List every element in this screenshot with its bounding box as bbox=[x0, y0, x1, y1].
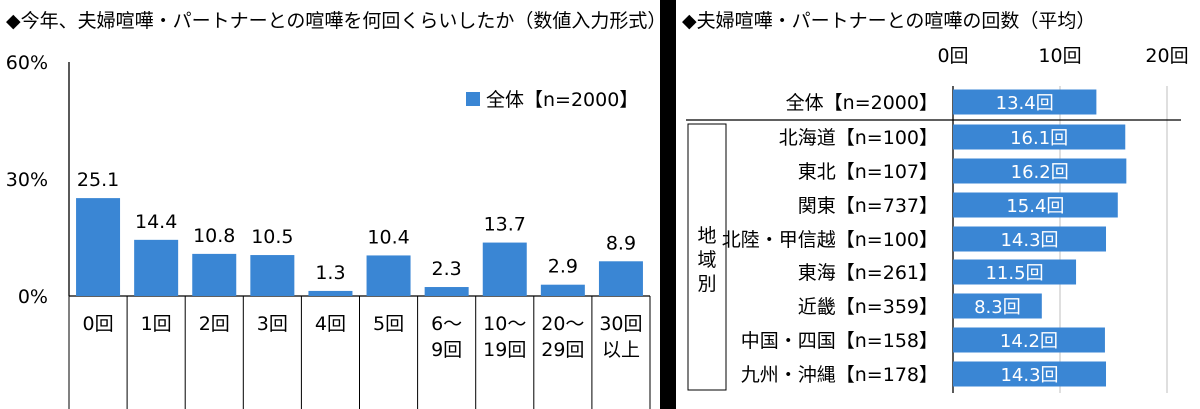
x-tick-label: 5回 bbox=[373, 313, 404, 335]
group-label-char: 別 bbox=[697, 273, 716, 295]
y-tick-label: 60% bbox=[6, 52, 48, 74]
x-tick-label: 29回 bbox=[541, 339, 584, 361]
bar bbox=[192, 253, 237, 296]
bar-value-label: 2.3 bbox=[432, 258, 462, 280]
left-chart-panel: ◆今年、夫婦喧嘩・パートナーとの喧嘩を何回くらいしたか（数値入力形式） 60% 3… bbox=[0, 0, 660, 409]
right-chart-panel: ◆夫婦喧嘩・パートナーとの喧嘩の回数（平均） 0回 10回 20回地域別 全体【n=2… bbox=[676, 0, 1200, 409]
x-tick-label: 30回 bbox=[599, 313, 642, 335]
x-tick-label: 20～ bbox=[541, 313, 584, 335]
bar bbox=[482, 242, 527, 296]
bar bbox=[953, 192, 1118, 218]
x-tick-label: 6～ bbox=[431, 313, 462, 335]
group-label-char: 地 bbox=[697, 225, 716, 247]
bar bbox=[598, 261, 643, 296]
y-category-label: 中国・四国【n=158】 bbox=[741, 330, 938, 352]
bar bbox=[953, 327, 1105, 353]
x-tick-label: 3回 bbox=[257, 313, 288, 335]
bar bbox=[424, 287, 469, 296]
x-tick-label: 以上 bbox=[602, 339, 640, 361]
bar bbox=[953, 361, 1107, 387]
group-label-box bbox=[687, 123, 727, 391]
x-tick-label: 4回 bbox=[315, 313, 346, 335]
y-category-label: 東北【n=107】 bbox=[798, 161, 938, 183]
bar-value-label: 14.4 bbox=[135, 211, 177, 233]
bar-value-label: 25.1 bbox=[77, 169, 119, 191]
y-category-label: 北海道【n=100】 bbox=[779, 127, 938, 149]
bar-value-label: 11.5回 bbox=[985, 263, 1043, 284]
bar bbox=[953, 226, 1107, 252]
bar-value-label: 15.4回 bbox=[1006, 196, 1064, 217]
x-tick-label: 9回 bbox=[431, 339, 462, 361]
bar-value-label: 13.4回 bbox=[996, 93, 1054, 114]
left-chart-title: ◆今年、夫婦喧嘩・パートナーとの喧嘩を何回くらいしたか（数値入力形式） bbox=[6, 10, 660, 32]
group-label-char: 域 bbox=[697, 249, 716, 271]
y-category-label: 全体【n=2000】 bbox=[786, 92, 938, 114]
bar-value-label: 14.3回 bbox=[1000, 230, 1058, 251]
bar bbox=[76, 198, 121, 296]
x-tick-label: 2回 bbox=[199, 313, 230, 335]
y-tick-label: 0% bbox=[18, 286, 48, 308]
bar bbox=[366, 255, 411, 296]
y-category-label: 九州・沖縄【n=178】 bbox=[741, 364, 938, 386]
right-chart-title: ◆夫婦喧嘩・パートナーとの喧嘩の回数（平均） bbox=[682, 10, 1096, 32]
bar bbox=[540, 284, 585, 296]
legend-label: 全体【n=2000】 bbox=[486, 89, 638, 111]
y-category-label: 近畿【n=359】 bbox=[798, 296, 938, 318]
bar bbox=[953, 293, 1042, 319]
bar bbox=[953, 124, 1126, 150]
bar-value-label: 10.5 bbox=[251, 226, 293, 248]
y-category-label: 東海【n=261】 bbox=[798, 262, 938, 284]
y-category-label: 関東【n=737】 bbox=[798, 195, 938, 217]
bar-value-label: 1.3 bbox=[315, 262, 345, 284]
x-tick-label: 10回 bbox=[1038, 45, 1081, 67]
bar-value-label: 13.7 bbox=[484, 214, 526, 236]
bar bbox=[250, 255, 295, 296]
x-tick-label: 0回 bbox=[937, 45, 968, 67]
bar-value-label: 16.1回 bbox=[1010, 128, 1068, 149]
x-tick-label: 20回 bbox=[1145, 45, 1188, 67]
bar-value-label: 10.8 bbox=[193, 225, 235, 247]
x-tick-label: 19回 bbox=[483, 339, 526, 361]
bar-value-label: 2.9 bbox=[548, 256, 578, 278]
bar-value-label: 16.2回 bbox=[1011, 162, 1069, 183]
bar bbox=[953, 259, 1077, 285]
legend-swatch bbox=[466, 92, 480, 106]
left-chart-svg: 60% 30% 0% 25.1 0回 14.4 1回 10.8 2回 10.5 3回 1.3 4回 10.… bbox=[6, 52, 651, 409]
bar-value-label: 14.2回 bbox=[1000, 331, 1058, 352]
bar bbox=[308, 290, 353, 296]
bar bbox=[953, 89, 1097, 115]
bar-value-label: 14.3回 bbox=[1000, 365, 1058, 386]
bar-value-label: 8.3回 bbox=[974, 297, 1021, 318]
bar-value-label: 8.9 bbox=[606, 232, 636, 254]
bar bbox=[134, 239, 179, 296]
y-category-label: 北陸・甲信越【n=100】 bbox=[722, 229, 938, 251]
y-tick-label: 30% bbox=[6, 169, 48, 191]
x-tick-label: 0回 bbox=[83, 313, 114, 335]
x-tick-label: 1回 bbox=[141, 313, 172, 335]
bar-value-label: 10.4 bbox=[367, 226, 409, 248]
x-tick-label: 10～ bbox=[483, 313, 526, 335]
bar bbox=[953, 158, 1127, 184]
